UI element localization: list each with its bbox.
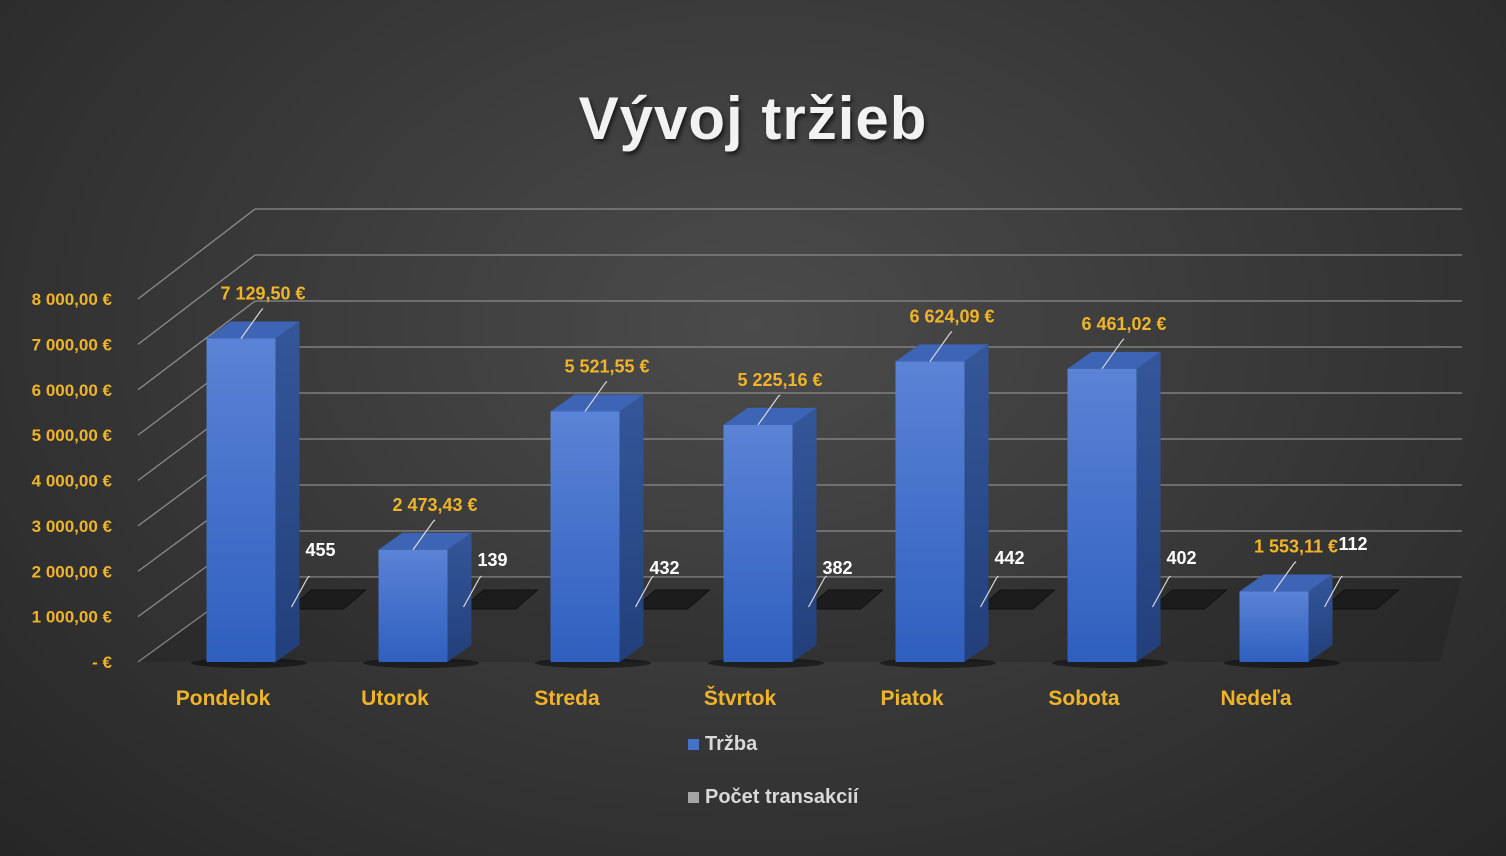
bar-top [378, 532, 472, 550]
count-value-label: 112 [1339, 534, 1368, 554]
legend-item-trzba: Tržba [688, 733, 757, 756]
bar-value-label: 6 461,02 € [1081, 314, 1166, 334]
bar-side [1308, 574, 1333, 662]
bar-value-label: 2 473,43 € [392, 495, 477, 515]
bar-value-label: 5 225,16 € [737, 370, 822, 390]
bar-side [275, 321, 300, 662]
count-marker [1149, 589, 1228, 610]
bar [1067, 368, 1137, 662]
x-tick-label: Nedeľa [1220, 687, 1291, 710]
count-leader [462, 575, 482, 608]
legend-item-pocet-transakcii: Počet transakcií [688, 786, 858, 809]
y-tick-label: 1 000,00 € [32, 608, 113, 627]
bar [1239, 591, 1309, 662]
y-tick-label: - € [92, 653, 112, 672]
bar-top [550, 394, 644, 412]
bar-top [206, 321, 300, 339]
count-marker [632, 589, 711, 610]
count-marker [460, 589, 539, 610]
count-leader [807, 575, 827, 608]
bar-value-label: 7 129,50 € [220, 283, 305, 303]
x-tick-label: Sobota [1048, 687, 1119, 710]
count-leader [1151, 575, 1171, 608]
x-tick-label: Streda [534, 687, 600, 710]
y-tick-label: 8 000,00 € [32, 290, 113, 309]
value-leader [757, 394, 781, 426]
value-leader [584, 381, 608, 412]
y-tick-label: 5 000,00 € [32, 426, 113, 445]
bar-top [723, 407, 817, 425]
y-tick-label: 7 000,00 € [32, 335, 113, 354]
value-leader [412, 519, 436, 551]
bar-top [1067, 351, 1161, 369]
legend-label-trzba: Tržba [705, 733, 758, 755]
bar-top [1239, 574, 1333, 592]
legend-swatch-pocet-transakcii [688, 792, 699, 803]
value-leader [1101, 338, 1125, 370]
count-value-label: 402 [1167, 548, 1197, 568]
gridline-wall [137, 300, 256, 391]
bar [378, 549, 448, 662]
legend-swatch-trzba [688, 739, 699, 750]
y-tick-label: 3 000,00 € [32, 517, 113, 536]
bar-side [447, 532, 472, 662]
bar [550, 411, 620, 662]
count-leader [979, 575, 999, 608]
bar [723, 424, 793, 662]
count-marker [1321, 589, 1400, 610]
gridline-wall [137, 208, 256, 300]
bar-top [895, 344, 989, 362]
count-marker [805, 589, 884, 610]
bar-side [1136, 351, 1161, 662]
bar-value-label: 1 553,11 € [1254, 537, 1338, 557]
count-value-label: 382 [823, 558, 853, 578]
bar [895, 361, 965, 662]
chart-title: Vývoj tržieb [578, 85, 928, 152]
x-tick-label: Pondelok [176, 687, 271, 710]
bar-side [964, 344, 989, 662]
value-leader [240, 308, 264, 339]
y-tick-label: 6 000,00 € [32, 381, 113, 400]
count-value-label: 455 [306, 540, 336, 560]
legend-label-pocet-transakcii: Počet transakcií [705, 786, 859, 808]
count-leader [290, 575, 310, 608]
bar-value-label: 6 624,09 € [909, 306, 994, 326]
count-value-label: 139 [478, 550, 508, 570]
bar-side [792, 407, 817, 662]
count-leader [1323, 575, 1343, 608]
x-tick-label: Utorok [361, 687, 429, 710]
count-marker [977, 589, 1056, 610]
bar [206, 338, 276, 662]
x-tick-label: Piatok [880, 687, 943, 710]
bar-value-label: 5 521,55 € [564, 356, 649, 376]
x-tick-label: Štvrtok [704, 686, 777, 710]
bar-side [619, 394, 644, 662]
count-value-label: 442 [995, 548, 1025, 568]
y-tick-label: 2 000,00 € [32, 562, 113, 581]
value-leader [1273, 561, 1297, 592]
count-leader [634, 575, 654, 608]
y-tick-label: 4 000,00 € [32, 472, 113, 491]
count-marker [288, 589, 367, 610]
value-leader [929, 331, 953, 362]
count-value-label: 432 [650, 558, 680, 578]
gridline-wall [137, 254, 256, 345]
